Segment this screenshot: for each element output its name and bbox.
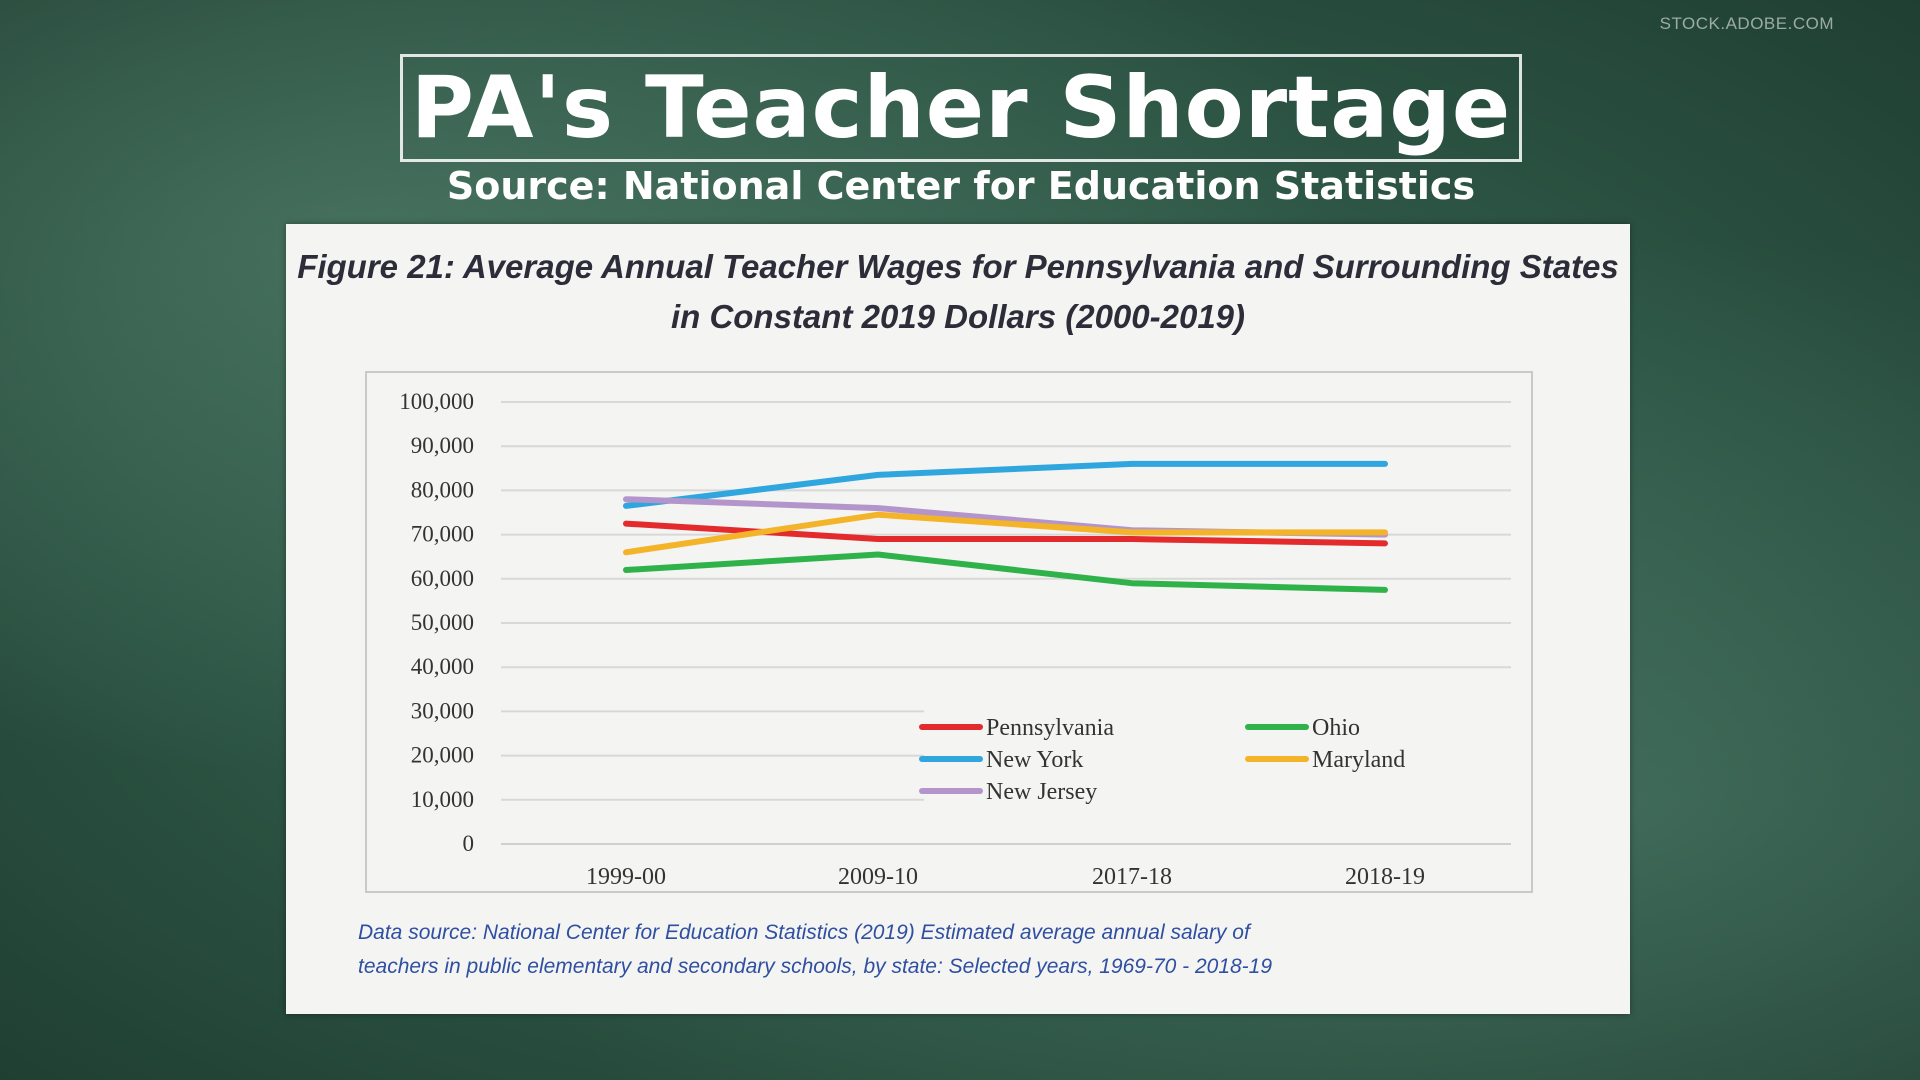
headline-title: PA's Teacher Shortage bbox=[410, 58, 1512, 158]
x-tick-label: 1999-00 bbox=[586, 864, 666, 890]
x-tick-label: 2018-19 bbox=[1345, 864, 1425, 890]
stock-watermark: STOCK.ADOBE.COM bbox=[1659, 14, 1834, 33]
y-tick-label: 60,000 bbox=[411, 566, 474, 591]
series-line-ohio bbox=[623, 551, 1388, 593]
y-tick-label: 30,000 bbox=[411, 698, 474, 723]
y-tick-label: 50,000 bbox=[411, 610, 474, 635]
series-line-maryland bbox=[623, 511, 1388, 556]
figure-panel: Figure 21: Average Annual Teacher Wages … bbox=[286, 224, 1630, 1014]
y-tick-label: 0 bbox=[463, 831, 475, 856]
headline-frame: PA's Teacher Shortage bbox=[400, 54, 1522, 162]
figure-title-line-1: Figure 21: Average Annual Teacher Wages … bbox=[297, 248, 1619, 285]
legend-label-new-york: New York bbox=[986, 747, 1083, 773]
footnote-line-2: teachers in public elementary and second… bbox=[358, 955, 1273, 978]
data-source-footnote: Data source: National Center for Educati… bbox=[358, 916, 1272, 984]
footnote-line-1: Data source: National Center for Educati… bbox=[358, 921, 1250, 944]
figure-title: Figure 21: Average Annual Teacher Wages … bbox=[286, 242, 1630, 342]
y-tick-label: 80,000 bbox=[411, 477, 474, 502]
plot-frame bbox=[365, 371, 1533, 893]
series-line-new-york bbox=[623, 460, 1388, 509]
line-chart: 0 10,000 20,000 30,000 40,000 50,000 60,000 70,… bbox=[365, 371, 1533, 893]
legend-label-ohio: Ohio bbox=[1312, 715, 1360, 741]
y-tick-label: 10,000 bbox=[411, 787, 474, 812]
x-tick-label: 2017-18 bbox=[1092, 864, 1172, 890]
source-subtitle: Source: National Center for Education St… bbox=[446, 164, 1476, 208]
figure-title-line-2: in Constant 2019 Dollars (2000-2019) bbox=[670, 298, 1246, 335]
y-tick-label: 40,000 bbox=[411, 654, 474, 679]
legend-background bbox=[924, 698, 1514, 808]
y-tick-label: 90,000 bbox=[411, 433, 474, 458]
legend-label-new-jersey: New Jersey bbox=[986, 779, 1097, 805]
y-tick-label: 70,000 bbox=[411, 522, 474, 547]
legend-label-maryland: Maryland bbox=[1312, 747, 1405, 773]
legend-label-pennsylvania: Pennsylvania bbox=[986, 715, 1114, 741]
x-tick-label: 2009-10 bbox=[838, 864, 918, 890]
y-tick-label: 20,000 bbox=[411, 743, 474, 768]
y-tick-label: 100,000 bbox=[399, 389, 474, 414]
